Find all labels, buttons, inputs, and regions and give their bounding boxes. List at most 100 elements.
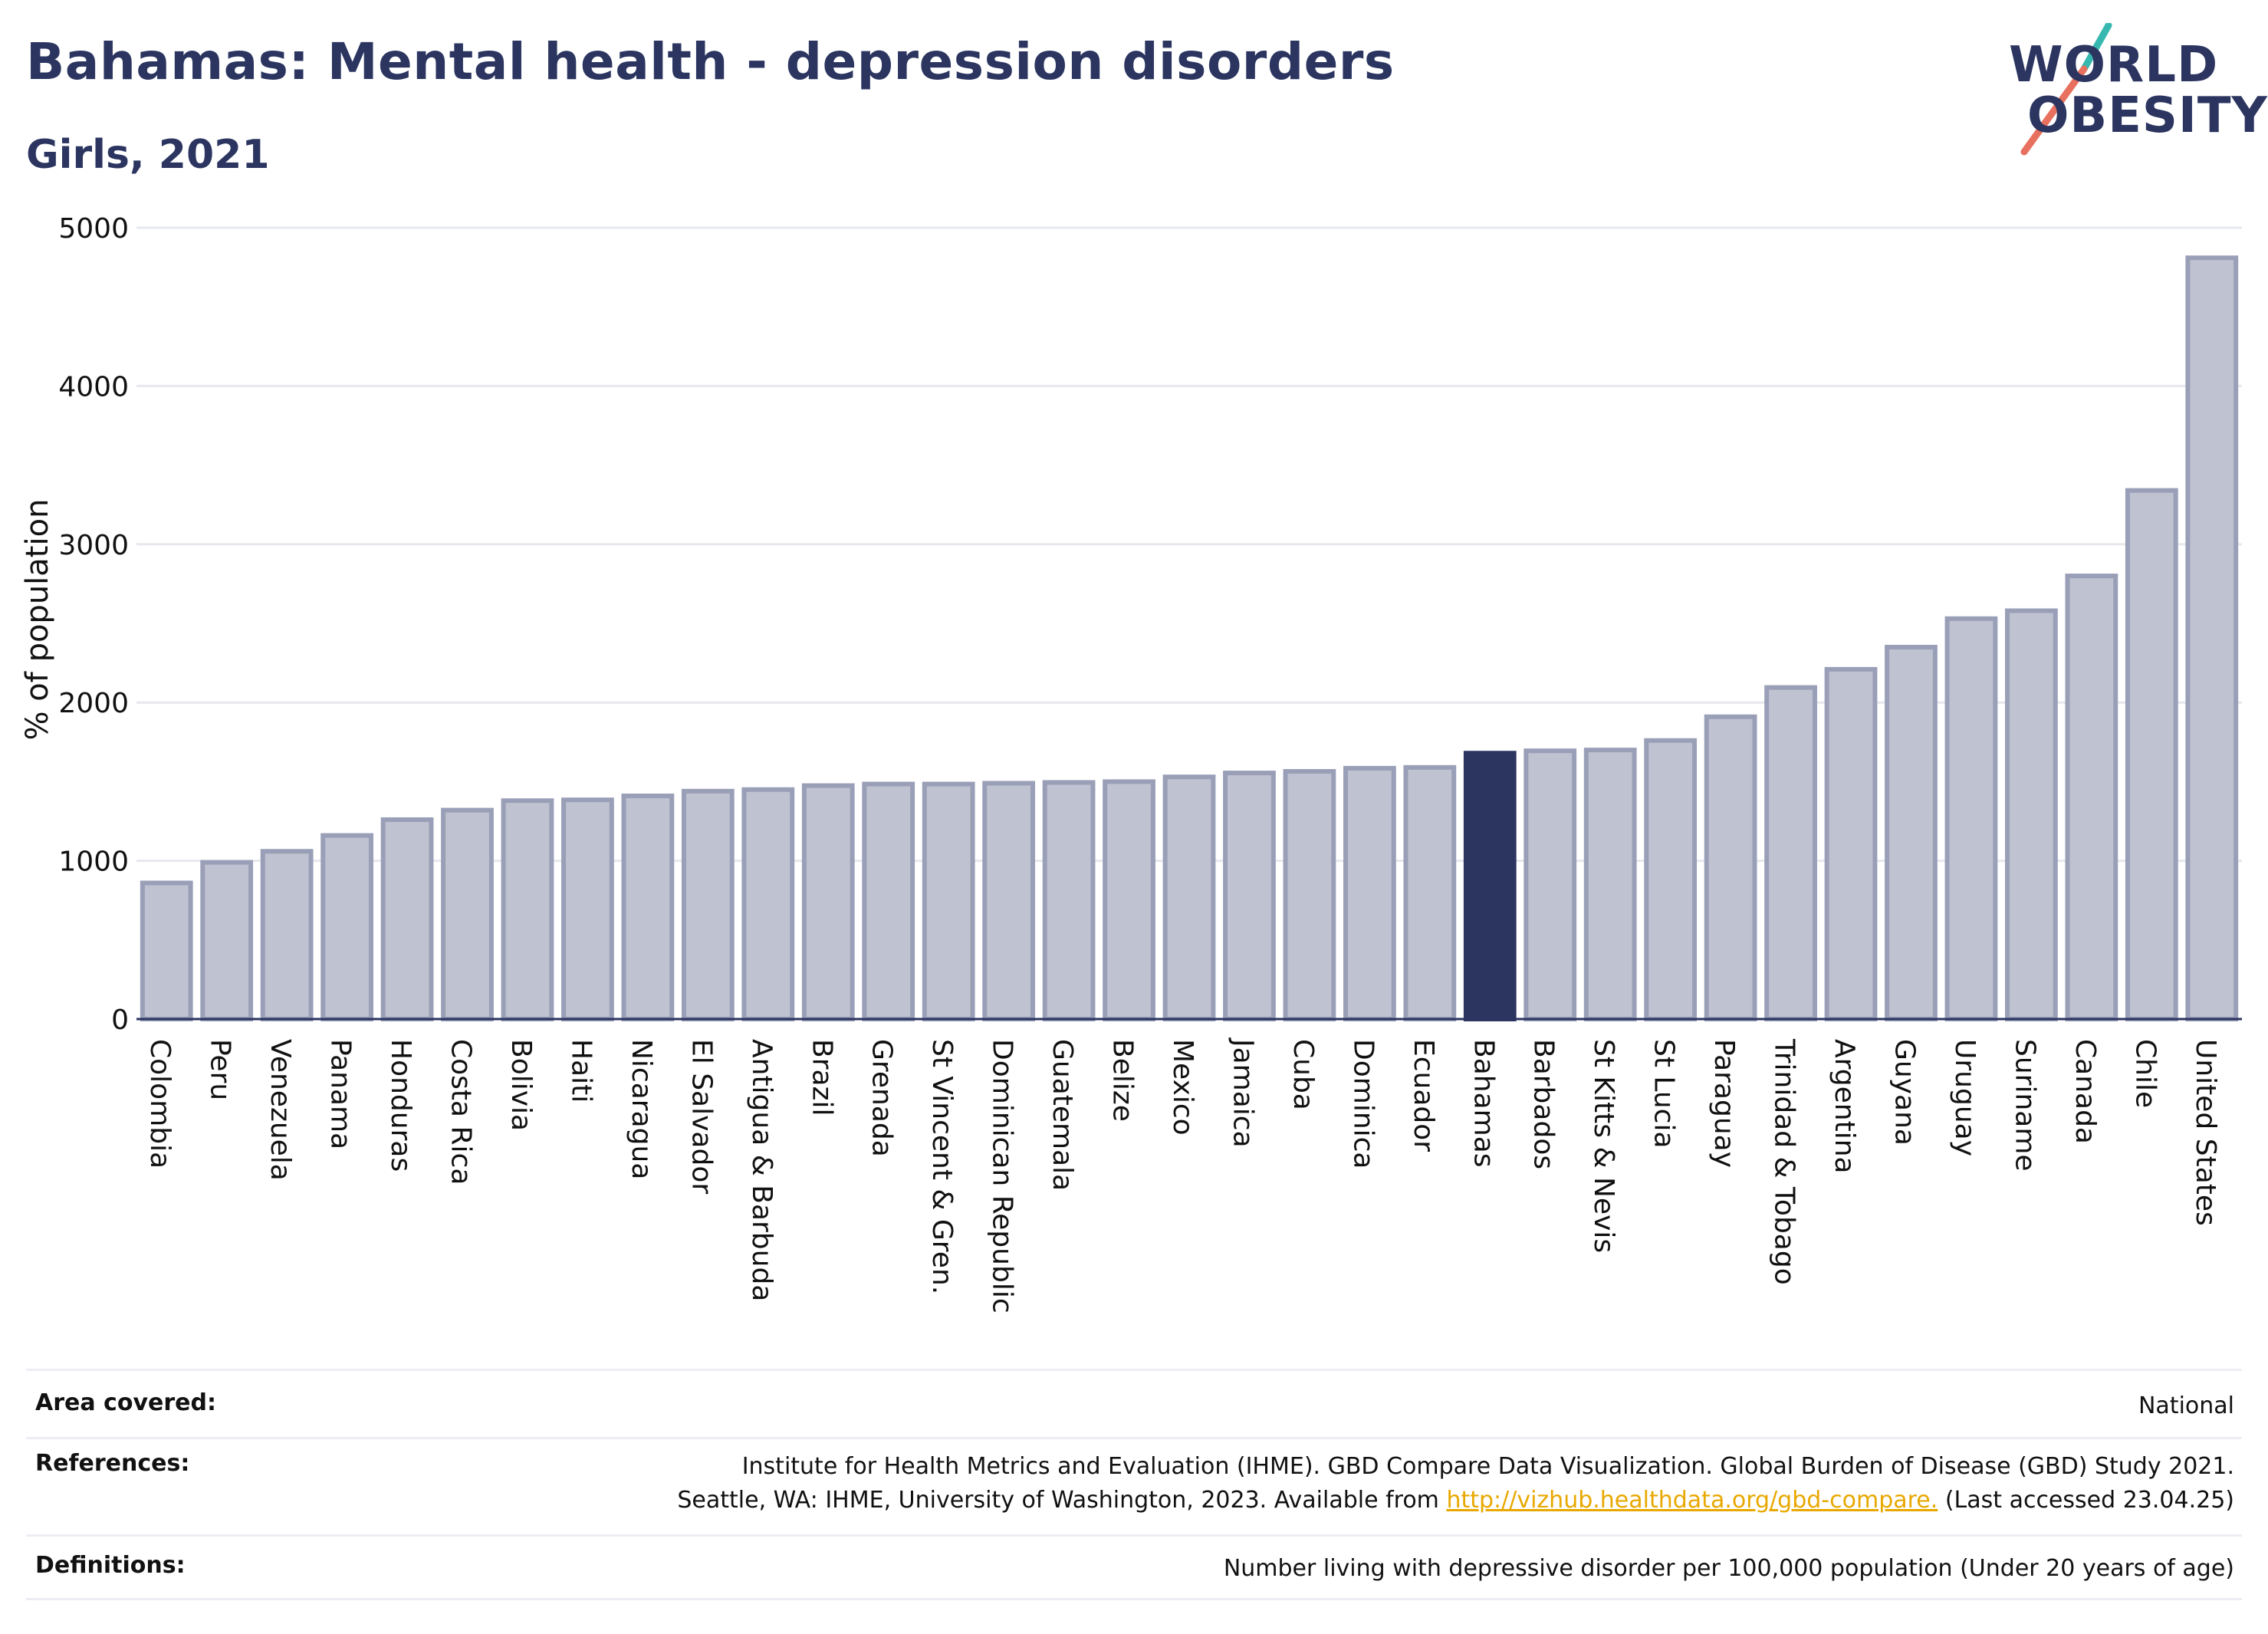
- references-line2-pre: Seattle, WA: IHME, University of Washing…: [677, 1487, 1447, 1514]
- logo-slash-icon: [2020, 23, 2112, 156]
- x-tick-label: Cuba: [1287, 1039, 1319, 1110]
- area-covered-label: Area covered:: [35, 1389, 216, 1416]
- x-tick-label: Dominican Republic: [987, 1039, 1018, 1313]
- bar: [1644, 738, 1698, 1022]
- bar-chart: 0 1000 2000 3000 4000 5000 % of population Co…: [20, 213, 2242, 1313]
- bar: [801, 783, 855, 1022]
- bar: [2125, 488, 2178, 1021]
- bar: [1885, 644, 1938, 1022]
- bar: [1524, 748, 1577, 1021]
- bar: [1223, 771, 1276, 1021]
- chart-title: Bahamas: Mental health - depression diso…: [26, 32, 1395, 91]
- y-tick-label: 4000: [58, 371, 129, 403]
- y-tick-label: 0: [111, 1004, 129, 1036]
- x-tick-label: Grenada: [866, 1039, 898, 1157]
- bar: [260, 849, 314, 1021]
- bar: [1944, 616, 1998, 1021]
- x-tick-label: United States: [2190, 1039, 2221, 1226]
- x-tick-label: Guyana: [1888, 1039, 1920, 1146]
- y-axis-label: % of population: [20, 499, 55, 741]
- bar: [380, 817, 434, 1022]
- bar: [1704, 714, 1757, 1021]
- x-tick-label: Panama: [325, 1039, 357, 1149]
- bar: [441, 807, 494, 1021]
- x-tick-label: Bolivia: [505, 1039, 537, 1131]
- bar: [681, 788, 735, 1022]
- x-tick-label: Paraguay: [1708, 1039, 1740, 1168]
- logo-text-line2: OBESITY: [2027, 87, 2268, 144]
- references-line2-post: (Last accessed 23.04.25): [1938, 1487, 2234, 1514]
- bar: [1824, 666, 1878, 1022]
- x-tick-labels: Colombia Peru Venezuela Panama Honduras Costa…: [144, 1037, 2221, 1313]
- bar: [1764, 685, 1817, 1021]
- bar: [862, 781, 915, 1021]
- x-tick-label: Nicaragua: [626, 1039, 657, 1179]
- bar: [320, 833, 373, 1022]
- y-tick-label: 5000: [58, 213, 129, 245]
- bar: [1283, 768, 1336, 1021]
- x-tick-label: Peru: [205, 1039, 236, 1100]
- x-tick-label: Colombia: [144, 1039, 176, 1169]
- footer-references-row: References: Institute for Health Metrics…: [26, 1437, 2242, 1534]
- logo-text-line1: WORLD: [2009, 37, 2219, 94]
- bar: [2005, 608, 2058, 1021]
- x-tick-label: Canada: [2069, 1039, 2101, 1144]
- y-tick-label: 1000: [58, 847, 129, 878]
- y-tick-label: 3000: [58, 530, 129, 561]
- y-tick-labels: 0 1000 2000 3000 4000 5000: [58, 213, 129, 1036]
- x-tick-label: Venezuela: [265, 1039, 296, 1181]
- bars: [140, 255, 2239, 1022]
- bar: [2185, 255, 2239, 1021]
- bar: [1103, 779, 1155, 1022]
- bar: [1583, 748, 1637, 1021]
- x-tick-label: St Vincent & Gren.: [926, 1039, 958, 1294]
- bar: [982, 781, 1036, 1021]
- x-tick-label: Antigua & Barbuda: [746, 1039, 777, 1301]
- bar: [561, 797, 614, 1021]
- x-tick-label: Costa Rica: [445, 1039, 477, 1185]
- footer-definitions-row: Definitions: Number living with depressi…: [26, 1534, 2242, 1600]
- x-tick-label: Bahamas: [1468, 1039, 1499, 1168]
- x-tick-label: St Lucia: [1648, 1039, 1680, 1149]
- references-line1: Institute for Health Metrics and Evaluat…: [741, 1453, 2234, 1480]
- x-tick-label: Honduras: [385, 1039, 416, 1172]
- references-label: References:: [35, 1450, 190, 1477]
- bar: [200, 860, 254, 1021]
- world-obesity-logo: WORLD OBESITY: [1994, 23, 2267, 169]
- bar: [2065, 574, 2118, 1021]
- bar: [1403, 764, 1457, 1021]
- x-tick-label: El Salvador: [685, 1039, 717, 1194]
- footer-area-row: Area covered: National: [26, 1369, 2242, 1437]
- x-tick-label: Guatemala: [1047, 1039, 1078, 1191]
- bar: [621, 793, 675, 1021]
- x-tick-label: Haiti: [565, 1039, 597, 1103]
- x-tick-label: Ecuador: [1408, 1039, 1439, 1152]
- bar: [501, 798, 554, 1021]
- x-tick-label: Uruguay: [1949, 1039, 1980, 1156]
- definitions-label: Definitions:: [35, 1552, 186, 1579]
- x-tick-label: Barbados: [1528, 1039, 1560, 1169]
- bar: [922, 781, 975, 1021]
- references-value: Institute for Health Metrics and Evaluat…: [677, 1439, 2242, 1517]
- x-tick-label: Belize: [1107, 1039, 1139, 1122]
- bar: [1162, 774, 1216, 1021]
- chart-subtitle: Girls, 2021: [26, 132, 270, 178]
- definitions-value: Number living with depressive disorder p…: [1223, 1555, 2234, 1582]
- x-tick-label: Chile: [2129, 1039, 2161, 1108]
- x-tick-label: Mexico: [1167, 1039, 1198, 1136]
- x-tick-label: St Kitts & Nevis: [1588, 1039, 1619, 1253]
- area-covered-value: National: [2138, 1392, 2234, 1419]
- y-tick-label: 2000: [58, 688, 129, 719]
- bar: [140, 880, 193, 1021]
- references-link[interactable]: http://vizhub.healthdata.org/gbd-compare…: [1446, 1487, 1938, 1514]
- bar: [1042, 780, 1096, 1021]
- chart-footer: Area covered: National References: Insti…: [26, 1369, 2242, 1600]
- bar: [1343, 765, 1396, 1022]
- x-tick-label: Trinidad & Tobago: [1769, 1038, 1800, 1285]
- x-tick-label: Dominica: [1347, 1039, 1379, 1169]
- bar-highlight: [1463, 751, 1517, 1021]
- x-tick-label: Argentina: [1829, 1039, 1860, 1174]
- x-tick-label: Brazil: [806, 1039, 837, 1116]
- bar: [741, 787, 795, 1021]
- x-tick-label: Suriname: [2009, 1039, 2040, 1172]
